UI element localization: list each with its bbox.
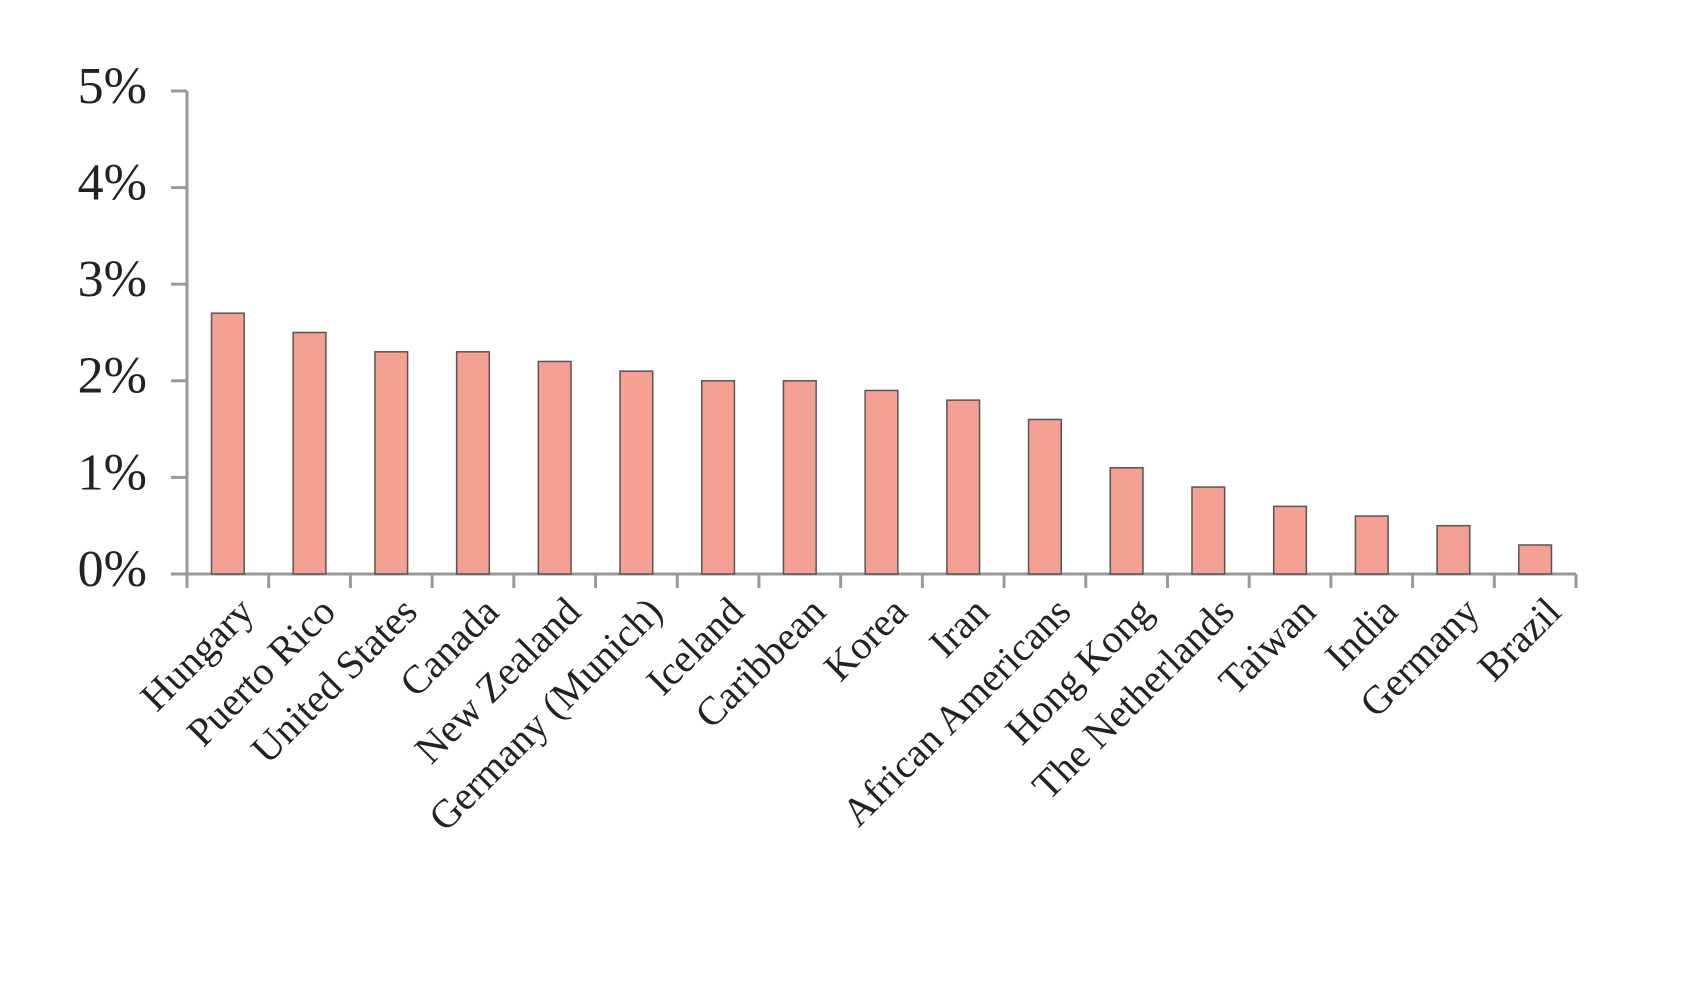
y-tick-label: 4% — [78, 155, 147, 212]
bar — [455, 351, 491, 575]
y-tick-label: 1% — [78, 444, 147, 501]
bar — [864, 389, 899, 575]
bar — [700, 380, 736, 575]
bar — [619, 370, 654, 575]
x-tick-label: Korea — [815, 588, 916, 689]
x-tick-label: Brazil — [1469, 589, 1570, 690]
y-tick-label: 0% — [78, 541, 147, 598]
bar — [1027, 418, 1063, 575]
bar — [946, 399, 981, 575]
y-tick-label: 5% — [78, 58, 147, 115]
bar — [292, 331, 327, 575]
bar — [1272, 505, 1308, 575]
bar — [210, 312, 245, 575]
bar — [1436, 524, 1471, 575]
bar — [1191, 486, 1226, 575]
bar — [374, 351, 409, 575]
y-tick-label: 3% — [78, 251, 147, 308]
bar — [1354, 515, 1389, 575]
y-tick-label: 2% — [78, 348, 147, 405]
bar — [537, 360, 572, 575]
bar — [1518, 544, 1553, 575]
bar — [1109, 466, 1144, 575]
bar — [782, 380, 817, 575]
